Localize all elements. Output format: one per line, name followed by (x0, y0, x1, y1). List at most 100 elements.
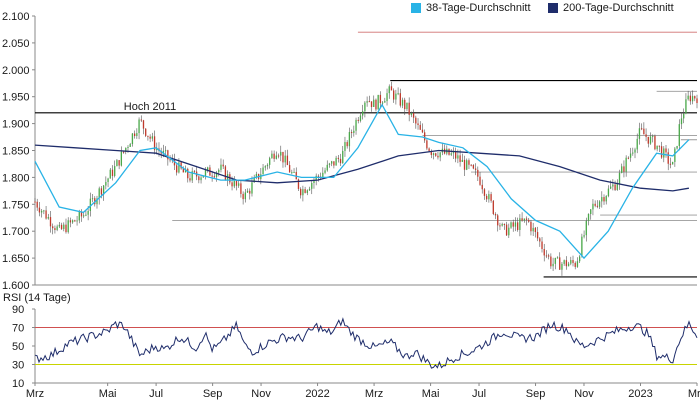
candle-body (242, 193, 244, 200)
rsi-tick-label: 90 (12, 304, 24, 316)
candle-body (598, 201, 601, 207)
candle-body (282, 151, 284, 163)
x-tick-label: Jul (149, 388, 163, 400)
candle-body (346, 142, 348, 147)
candle-body (63, 224, 65, 230)
candle-body (54, 228, 56, 230)
candle-body (222, 164, 224, 167)
candle-body (302, 189, 304, 196)
candle-body (643, 128, 645, 135)
candle-body (198, 176, 200, 181)
candle-body (474, 168, 477, 170)
candle-body (244, 192, 246, 200)
candle-body (324, 170, 326, 173)
candle-body (300, 188, 302, 196)
candle-body (554, 257, 556, 264)
price-tick-label: 1.950 (2, 92, 30, 104)
rsi-title: RSI (14 Tage) (3, 292, 71, 304)
candle-body (435, 153, 437, 156)
rsi-tick-label: 10 (12, 378, 24, 390)
candle-body (118, 160, 120, 166)
x-tick-label: Mai (99, 388, 117, 400)
candle-body (428, 148, 430, 152)
candle-body (472, 165, 475, 169)
candle-body (91, 198, 94, 200)
candle-body (288, 165, 291, 173)
candle-body (450, 153, 452, 155)
candle-body (390, 86, 393, 91)
legend-swatch-ma200 (548, 3, 558, 13)
candle-body (40, 210, 43, 213)
candle-body (151, 136, 154, 139)
price-tick-label: 1.700 (2, 226, 30, 238)
candle-body (638, 128, 641, 139)
candle-body (83, 215, 85, 217)
x-tick-label: 2022 (305, 388, 329, 400)
candle-body (262, 167, 264, 175)
candle-body (437, 155, 439, 158)
candle-body (381, 102, 384, 104)
candle-body (616, 183, 618, 191)
candle-body (640, 128, 643, 130)
candle-body (74, 220, 76, 222)
candle-body (253, 177, 255, 183)
candle-body (678, 124, 680, 146)
candle-body (685, 99, 687, 114)
candle-body (481, 184, 483, 190)
candle-body (49, 217, 52, 227)
candle-body (612, 184, 614, 187)
candle-body (470, 164, 472, 166)
candle-body (547, 255, 550, 257)
candle-body (574, 262, 576, 267)
candle-body (603, 197, 605, 202)
rsi-tick-label: 50 (12, 341, 24, 353)
candle-body (98, 188, 100, 199)
candle-body (162, 150, 165, 154)
candle-body (570, 260, 572, 264)
legend-label-ma200: 200-Tage-Durchschnitt (563, 2, 674, 14)
candle-body (503, 223, 506, 225)
candle-body (656, 145, 658, 150)
candle-body (362, 111, 364, 116)
candle-body (293, 171, 295, 173)
candle-body (34, 201, 36, 203)
candle-body (534, 227, 537, 233)
candle-body (578, 256, 581, 262)
candle-body (625, 157, 627, 172)
candle-body (275, 155, 277, 159)
candle-body (379, 94, 382, 104)
candle-body (89, 198, 92, 211)
candle-body (315, 175, 317, 181)
candle-body (559, 257, 561, 270)
candle-body (528, 219, 530, 222)
candle-body (530, 221, 532, 232)
candle-body (395, 93, 397, 100)
candle-body (366, 101, 368, 103)
candle-body (505, 224, 508, 236)
candle-body (419, 124, 421, 130)
candle-body (488, 194, 490, 200)
price-tick-label: 1.600 (2, 280, 30, 292)
candle-body (235, 180, 238, 186)
candle-body (111, 169, 114, 176)
candle-body (71, 220, 74, 223)
candle-body (585, 220, 587, 236)
candle-body (231, 182, 233, 187)
candle-body (204, 170, 207, 176)
candle-body (246, 190, 249, 193)
candle-body (623, 166, 625, 172)
candle-body (627, 157, 630, 159)
candle-body (629, 153, 632, 158)
candle-body (545, 255, 548, 257)
candle-body (359, 115, 362, 121)
candle-body (311, 183, 313, 189)
candle-body (607, 188, 610, 197)
candle-body (317, 175, 320, 177)
candle-body (264, 166, 266, 168)
x-tick-label: Mai (422, 388, 440, 400)
x-tick-label: 2023 (628, 388, 652, 400)
candle-body (397, 93, 399, 95)
candle-body (156, 148, 158, 151)
candle-body (189, 178, 191, 181)
